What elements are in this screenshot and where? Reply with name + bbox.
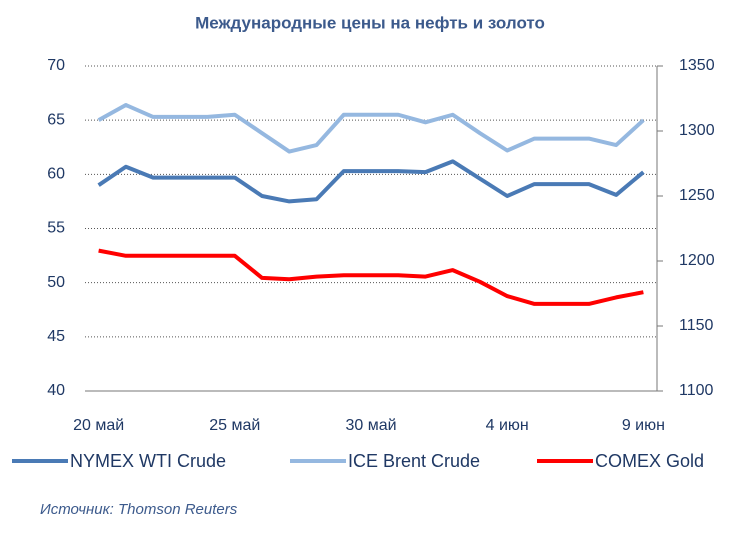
y-tick-label: 40 — [47, 382, 65, 399]
y-tick-label: 65 — [47, 111, 65, 128]
series-line — [97, 159, 645, 204]
y2-tick-label: 1150 — [679, 317, 714, 334]
y-tick-label: 55 — [47, 220, 65, 237]
y2-tick-label: 1250 — [679, 187, 715, 204]
source: Источник: Thomson Reuters — [40, 501, 238, 518]
x-tick-label: 4 июн — [486, 417, 529, 434]
y-tick-label: 60 — [47, 166, 65, 183]
y-tick-label: 45 — [47, 328, 65, 345]
y2-tick-label: 1350 — [679, 57, 715, 74]
legend-label: ICE Brent Crude — [348, 451, 480, 471]
y2-tick-label: 1200 — [679, 252, 715, 269]
chart-title: Международные цены на нефть и золото — [195, 13, 545, 32]
y2-tick-label: 1100 — [679, 382, 714, 399]
series-line — [98, 248, 644, 306]
x-tick-label: 9 июн — [622, 417, 665, 434]
y2-tick-label: 1300 — [679, 122, 715, 139]
y-tick-label: 50 — [47, 274, 65, 291]
y-tick-label: 70 — [47, 57, 65, 74]
legend-label: COMEX Gold — [595, 451, 704, 471]
x-tick-label: 30 май — [345, 417, 396, 434]
x-tick-label: 25 май — [209, 417, 260, 434]
series-line — [97, 103, 645, 154]
x-tick-label: 20 май — [73, 417, 124, 434]
legend-label: NYMEX WTI Crude — [70, 451, 226, 471]
